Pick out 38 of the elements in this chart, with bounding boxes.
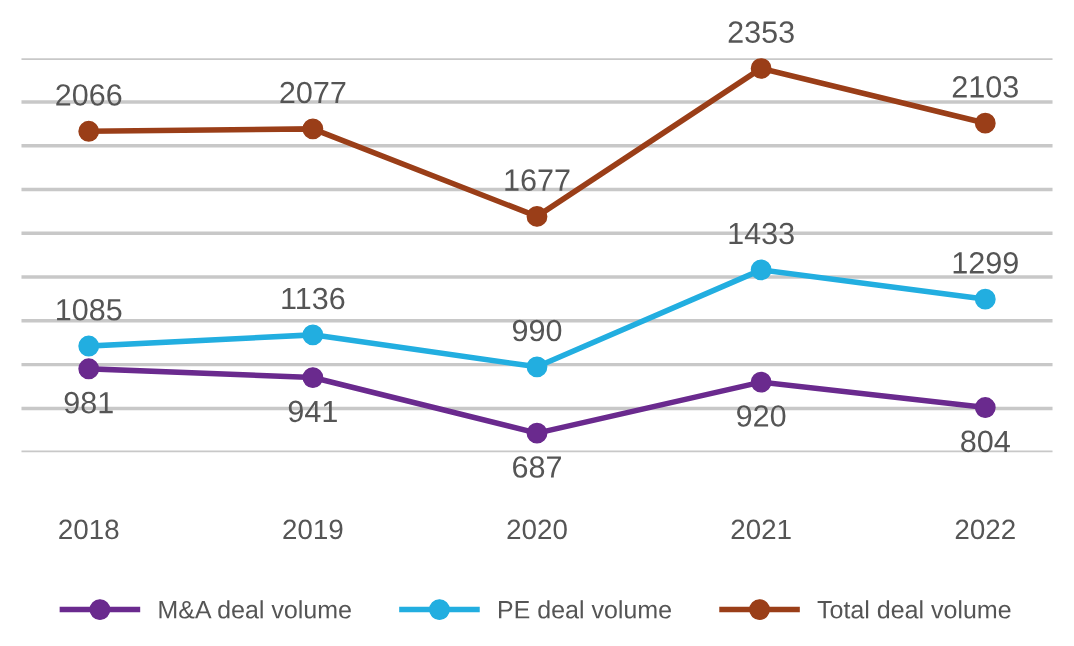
point: [750, 259, 772, 281]
x-tick-label: 2018: [59, 519, 119, 540]
legend-label: PE deal volume: [499, 600, 671, 619]
x-tick-label: 2021: [731, 519, 791, 540]
data-label: 1677: [505, 169, 570, 191]
data-label: 1299: [953, 252, 1018, 274]
data-label: 2103: [952, 76, 1018, 98]
data-label: 804: [961, 430, 1010, 453]
data-label: 2353: [728, 21, 794, 43]
data-label: 2066: [56, 84, 122, 106]
data-label: 1433: [729, 222, 794, 245]
point: [526, 206, 548, 227]
x-tick-label: 2022: [955, 519, 1015, 540]
data-label: 920: [737, 405, 786, 427]
data-label: 1136: [282, 287, 345, 310]
point: [302, 367, 324, 388]
point: [974, 112, 996, 134]
point: [974, 288, 996, 310]
x-tick-label: 2020: [507, 519, 567, 540]
point: [974, 397, 996, 418]
point: [526, 422, 548, 444]
x-tick-label: 2019: [283, 519, 343, 540]
data-label: 981: [64, 391, 113, 414]
legend-label: Total deal volume: [817, 600, 1011, 619]
point: [78, 358, 100, 380]
point: [750, 58, 772, 79]
legend-label: M&A deal volume: [159, 600, 351, 619]
data-label: 1085: [57, 298, 122, 321]
point: [78, 120, 100, 142]
point: [78, 335, 100, 357]
point: [750, 371, 772, 393]
data-label: 687: [513, 456, 561, 478]
data-label: 990: [512, 319, 562, 342]
point: [526, 356, 548, 378]
data-label: 941: [288, 400, 337, 423]
point: [302, 324, 324, 346]
data-label: 2077: [280, 81, 346, 104]
point: [302, 118, 324, 140]
